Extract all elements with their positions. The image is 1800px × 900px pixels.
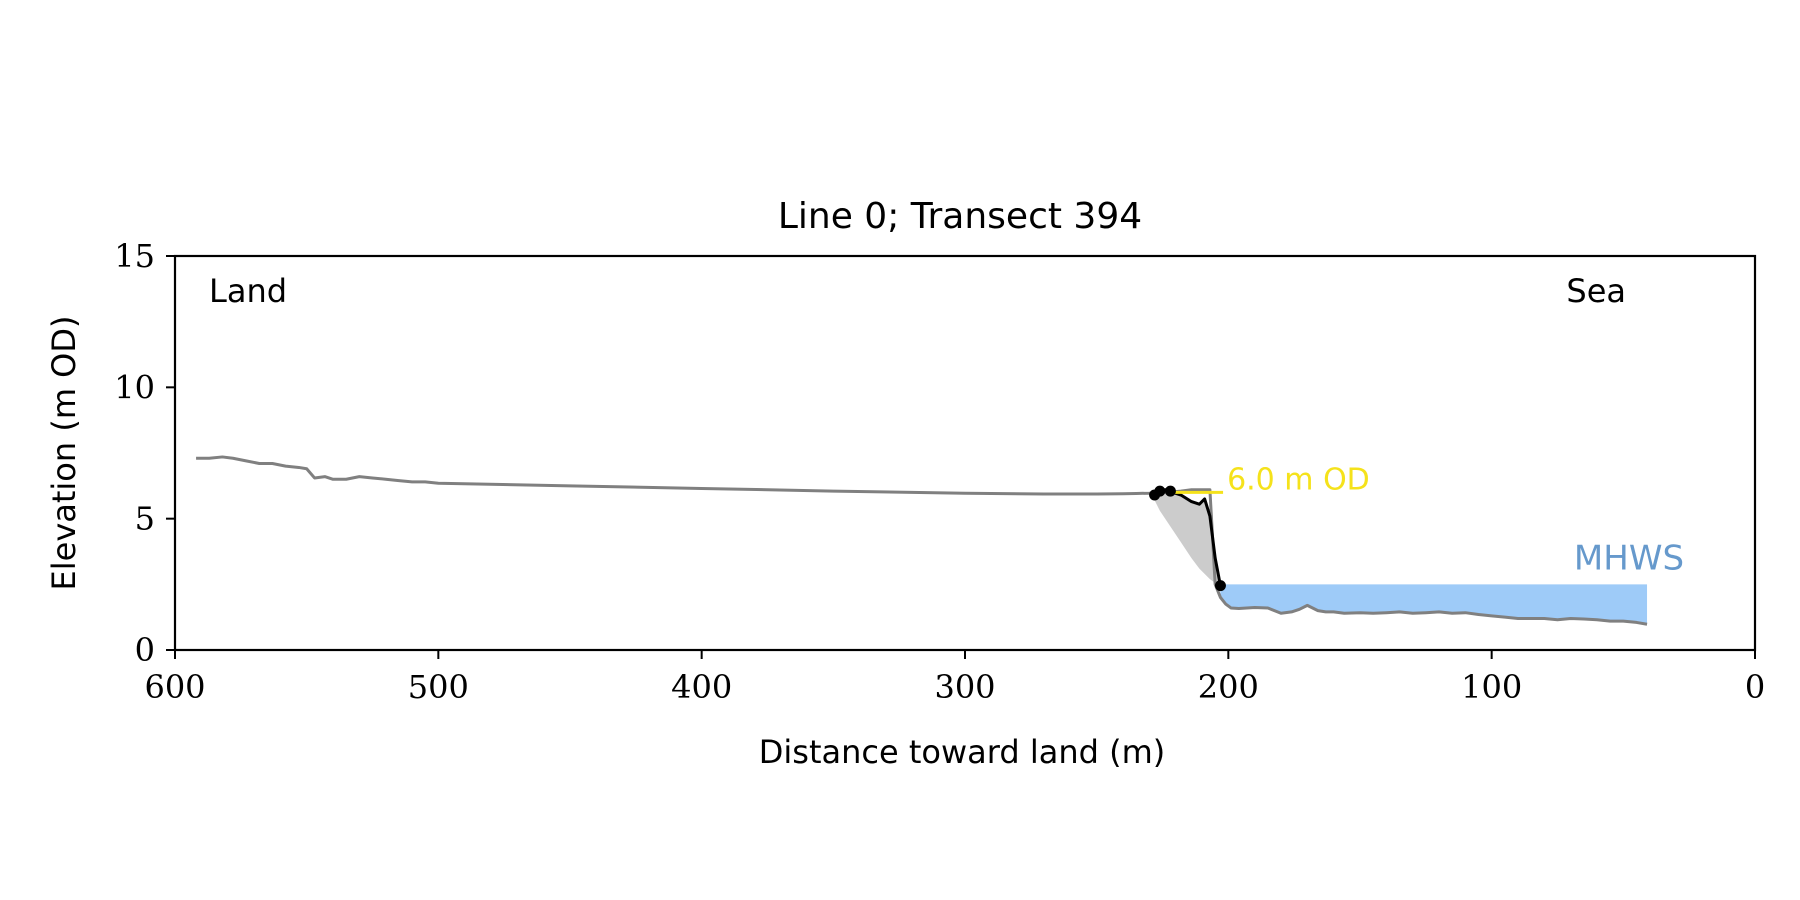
x-tick-label: 100	[1461, 668, 1522, 706]
mhws-water-area	[1220, 584, 1648, 625]
mhws-label: MHWS	[1574, 538, 1684, 578]
level-label: 6.0 m OD	[1227, 462, 1370, 497]
cliff-marker	[1214, 580, 1226, 592]
x-tick-label: 600	[144, 668, 205, 706]
land-label: Land	[209, 272, 287, 310]
x-tick-label: 400	[671, 668, 732, 706]
y-axis: 0 5 10 15	[114, 237, 175, 669]
x-tick-label: 200	[1198, 668, 1259, 706]
profile-line	[196, 455, 1648, 626]
y-tick-label: 10	[114, 368, 155, 406]
x-tick-label: 0	[1745, 668, 1765, 706]
y-tick-label: 15	[114, 237, 155, 275]
y-axis-label: Elevation (m OD)	[45, 316, 83, 591]
chart-title: Line 0; Transect 394	[778, 196, 1142, 237]
cliff-fill-area	[1151, 491, 1221, 586]
cliff-marker	[1154, 485, 1166, 497]
cliff-marker	[1164, 485, 1176, 497]
plot-area	[196, 455, 1648, 626]
x-tick-label: 300	[934, 668, 995, 706]
y-tick-label: 5	[135, 500, 155, 538]
x-axis: 600 500 400 300 200 100 0	[144, 650, 1765, 706]
x-axis-label: Distance toward land (m)	[759, 733, 1165, 771]
y-tick-label: 0	[135, 631, 155, 669]
sea-label: Sea	[1566, 272, 1626, 310]
x-tick-label: 500	[408, 668, 469, 706]
